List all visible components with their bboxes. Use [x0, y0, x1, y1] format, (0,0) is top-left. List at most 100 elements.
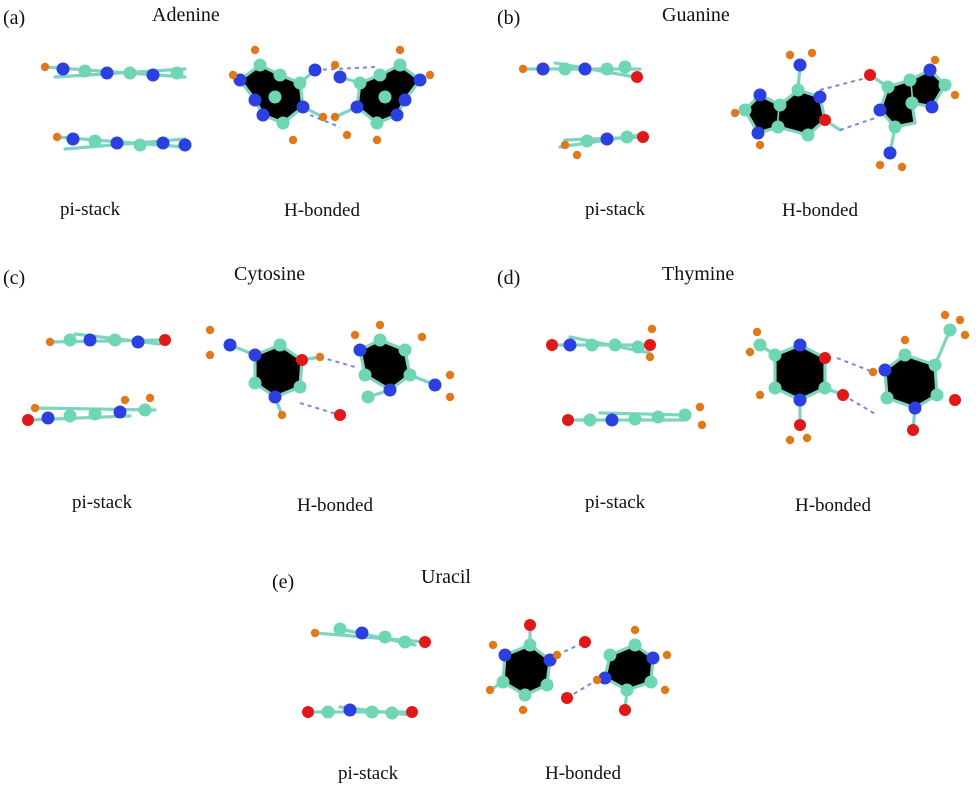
- nitrogen-atom: [753, 88, 767, 102]
- nitrogen-atom: [793, 393, 807, 407]
- panel-d-title: Thymine: [662, 263, 735, 285]
- oxygen-atom: [419, 636, 431, 648]
- carbon-atom: [373, 333, 387, 347]
- carbon-atom: [321, 705, 335, 719]
- carbon-atom: [620, 683, 634, 697]
- hydrogen-atom: [375, 320, 385, 330]
- oxygen-atom: [546, 339, 558, 351]
- carbon-atom: [108, 333, 122, 347]
- oxygen-atom: [524, 619, 536, 631]
- carbon-atom: [631, 340, 645, 354]
- panel-c-pistack-caption: pi-stack: [72, 492, 133, 513]
- carbon-atom: [768, 381, 782, 395]
- oxygen-atom: [644, 339, 656, 351]
- nitrogen-atom: [600, 132, 614, 146]
- carbon-atom: [930, 388, 944, 402]
- nitrogen-atom: [925, 100, 939, 114]
- nitrogen-atom: [110, 136, 124, 150]
- nitrogen-atom: [563, 338, 577, 352]
- nitrogen-atom: [100, 66, 114, 80]
- carbon-atom: [600, 62, 614, 76]
- nitrogen-atom: [793, 58, 807, 72]
- oxygen-atom: [296, 354, 308, 366]
- oxygen-atom: [302, 706, 314, 718]
- carbon-atom: [273, 68, 287, 82]
- nitrogen-atom: [498, 648, 512, 662]
- carbon-atom: [170, 66, 184, 80]
- hydrogen-atom: [695, 402, 705, 412]
- nitrogen-atom: [813, 90, 827, 104]
- nitrogen-atom: [413, 73, 427, 87]
- hydrogen-atom: [697, 420, 707, 430]
- nitrogen-atom: [248, 348, 262, 362]
- uracil-pistack-illustration: [302, 622, 431, 720]
- hydrogen-atom: [52, 132, 62, 142]
- nitrogen-atom: [536, 62, 550, 76]
- carbon-atom: [558, 62, 572, 76]
- carbon-atom: [293, 380, 307, 394]
- nitrogen-atom: [223, 338, 237, 352]
- nitrogen-atom: [256, 108, 270, 122]
- hydrogen-atom: [425, 70, 435, 80]
- carbon-atom: [373, 68, 387, 82]
- nitrogen-atom: [41, 411, 55, 425]
- guanine-hbonded-illustration: [730, 48, 960, 172]
- carbon-atom: [370, 116, 384, 130]
- oxygen-atom: [819, 114, 831, 126]
- carbon-atom: [928, 358, 942, 372]
- carbon-atom: [393, 58, 407, 72]
- guanine-pistack-illustration: [518, 60, 649, 160]
- panel-b-title: Guanine: [662, 4, 730, 26]
- carbon-atom: [273, 338, 287, 352]
- carbon-atom: [518, 688, 532, 702]
- oxygen-atom: [561, 692, 573, 704]
- carbon-atom: [276, 116, 290, 130]
- hydrogen-atom: [120, 395, 130, 405]
- hydrogen-atom: [897, 162, 907, 172]
- hydrogen-atom: [342, 130, 352, 140]
- carbon-atom: [651, 410, 665, 424]
- oxygen-atom: [819, 352, 831, 364]
- carbon-atom: [63, 409, 77, 423]
- carbon-atom: [678, 408, 692, 422]
- hydrogen-atom: [900, 335, 910, 345]
- hydrogen-atom: [755, 140, 765, 150]
- carbon-atom: [768, 348, 782, 362]
- hydrogen-atom: [630, 625, 640, 635]
- nitrogen-atom: [751, 126, 765, 140]
- cytosine-pistack-illustration: [22, 332, 171, 426]
- nitrogen-atom: [578, 62, 592, 76]
- hydrogen-atom: [745, 347, 755, 357]
- nitrogen-atom: [83, 333, 97, 347]
- hydrogen-atom: [350, 330, 360, 340]
- nitrogen-atom: [156, 136, 170, 150]
- hydrogen-atom: [318, 112, 328, 122]
- panel-a-pistack-caption: pi-stack: [60, 199, 121, 220]
- hydrogen-atom: [330, 112, 340, 122]
- carbon-atom: [333, 622, 347, 636]
- oxygen-atom: [406, 706, 418, 718]
- hydrogen-atom: [445, 370, 455, 380]
- oxygen-atom: [22, 414, 34, 426]
- carbon-atom: [905, 96, 919, 110]
- cytosine-hbonded-illustration: [205, 320, 455, 421]
- hydrogen-atom: [330, 60, 340, 70]
- hydrogen-atom: [592, 675, 602, 685]
- hydrogen-atom: [30, 403, 40, 413]
- oxygen-atom: [631, 71, 643, 83]
- carbon-atom: [123, 66, 137, 80]
- carbon-atom: [818, 381, 832, 395]
- panel-c-title: Cytosine: [234, 263, 306, 285]
- hydrogen-atom: [950, 90, 960, 100]
- hydrogen-atom: [875, 160, 885, 170]
- carbon-atom: [403, 368, 417, 382]
- thymine-pistack-illustration: [546, 324, 707, 430]
- carbon-atom: [938, 78, 952, 92]
- panel-c-hbonded-caption: H-bonded: [297, 495, 373, 516]
- nitrogen-atom: [308, 63, 322, 77]
- carbon-atom: [88, 407, 102, 421]
- hydrogen-atom: [485, 685, 495, 695]
- carbon-atom: [644, 675, 658, 689]
- hydrogen-atom: [288, 135, 298, 145]
- carbon-atom: [888, 120, 902, 134]
